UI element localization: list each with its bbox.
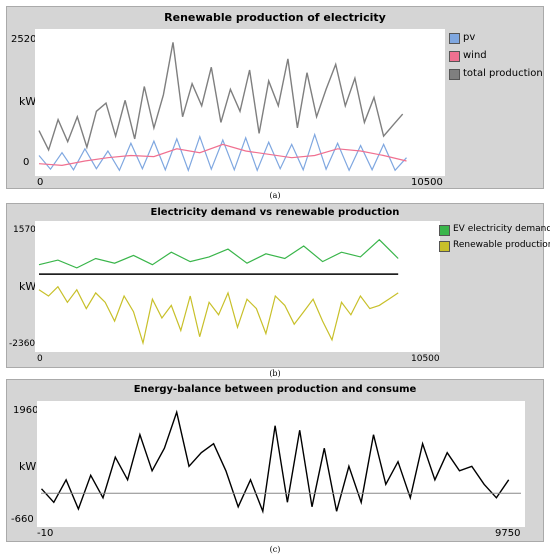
plot-svg <box>38 238 399 346</box>
legend-swatch <box>439 241 450 252</box>
caption-b: (b) <box>269 369 281 378</box>
y-tick-min: -660 <box>11 514 34 525</box>
chart-panel-demand: Electricity demand vs renewable producti… <box>6 203 550 368</box>
x-tick-max: 10500 <box>411 177 443 188</box>
series-line-total-production <box>38 42 404 152</box>
chart-panel-production: Renewable production of electricity 2520… <box>6 6 544 189</box>
x-tick-min: 0 <box>37 354 43 364</box>
caption-a: (a) <box>269 191 281 200</box>
y-axis-label: kW <box>19 280 37 293</box>
y-tick-max: 1570 <box>13 225 36 235</box>
y-tick-max: 2520 <box>11 34 37 45</box>
series-line-wind <box>38 143 407 167</box>
legend: pv wind total production <box>449 29 543 89</box>
legend-label: pv <box>463 32 476 43</box>
series-line-ev-electricity-demand <box>38 238 399 269</box>
legend-swatch <box>439 225 450 236</box>
plot-svg <box>40 409 521 515</box>
x-tick-max: 9750 <box>495 528 521 539</box>
y-tick-min: 0 <box>23 157 30 168</box>
x-tick-min: 0 <box>37 177 44 188</box>
legend-swatch <box>449 69 460 80</box>
plot-area <box>35 221 440 352</box>
legend: EV electricity demand Renewable producti… <box>439 221 550 261</box>
plot-area <box>37 401 525 527</box>
legend-label: total production <box>463 68 543 79</box>
legend-swatch <box>449 33 460 44</box>
x-tick-min: -10 <box>37 528 54 539</box>
series-line-pv <box>38 132 407 173</box>
chart-title: Renewable production of electricity <box>164 11 386 24</box>
legend-label: wind <box>463 50 487 61</box>
x-tick-max: 10500 <box>411 354 440 364</box>
series-line-renewable-production <box>38 285 399 346</box>
chart-title: Energy-balance between production and co… <box>133 384 417 395</box>
legend-label: EV electricity demand <box>453 224 550 234</box>
y-axis-label: kW <box>19 460 37 473</box>
plot-svg <box>38 42 407 173</box>
legend-swatch <box>449 51 460 62</box>
legend-label: Renewable production <box>453 240 550 250</box>
caption-c: (c) <box>269 545 281 554</box>
series-line-series-0 <box>40 409 510 515</box>
y-tick-min: -2360 <box>9 339 36 349</box>
chart-title: Electricity demand vs renewable producti… <box>150 207 400 218</box>
chart-panel-balance: Energy-balance between production and co… <box>6 379 544 542</box>
y-axis-label: kW <box>19 95 37 108</box>
plot-area <box>35 29 445 176</box>
y-tick-max: 1960 <box>13 405 39 416</box>
